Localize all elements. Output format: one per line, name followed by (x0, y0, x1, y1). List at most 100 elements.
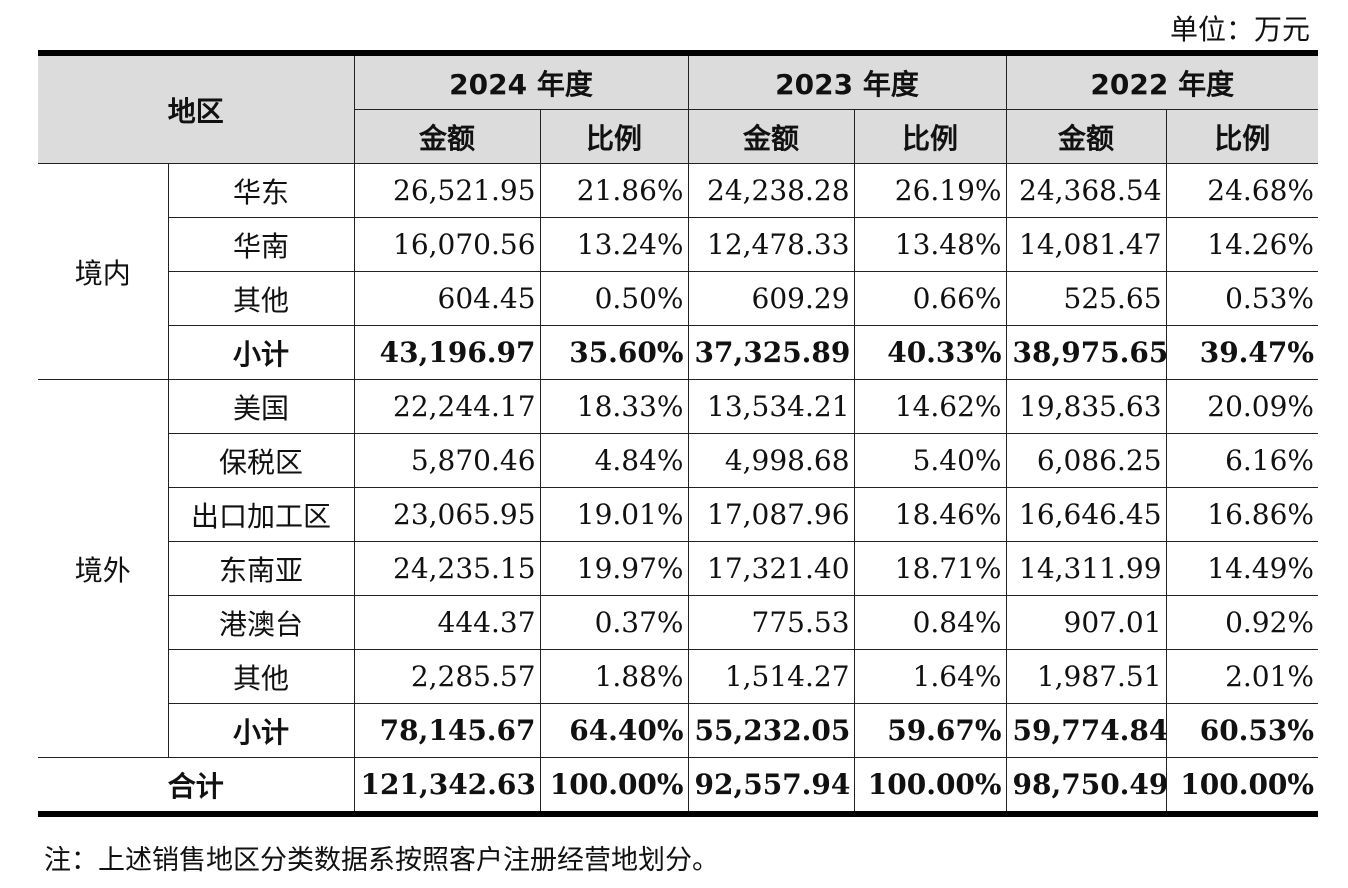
row-label: 港澳台 (168, 595, 355, 650)
cell-ratio: 20.09% (1165, 379, 1319, 434)
table-row: 港澳台 444.37 0.37% 775.53 0.84% 907.01 0.9… (38, 595, 1319, 650)
cell-amount: 2,285.57 (353, 649, 541, 704)
cell-ratio: 24.68% (1165, 163, 1319, 218)
cell-ratio: 19.97% (539, 541, 689, 596)
header-amount: 金额 (687, 109, 855, 164)
header-ratio: 比例 (1165, 109, 1319, 164)
cell-ratio: 14.49% (1165, 541, 1319, 596)
cell-ratio: 100.00% (539, 757, 689, 815)
row-label: 小计 (168, 703, 355, 758)
row-label: 美国 (167, 379, 355, 434)
cell-ratio: 59.67% (853, 703, 1007, 758)
row-label: 东南亚 (168, 541, 355, 596)
cell-ratio: 19.01% (539, 487, 689, 542)
unit-label: 单位：万元 (1169, 13, 1310, 46)
cell-amount: 92,557.94 (687, 757, 855, 815)
row-label: 小计 (168, 325, 355, 380)
header-amount: 金额 (1005, 109, 1167, 164)
header-region: 地区 (38, 52, 355, 164)
row-label: 华南 (168, 217, 355, 272)
cell-amount: 907.01 (1005, 595, 1167, 650)
cell-amount: 1,987.51 (1005, 649, 1167, 704)
cell-ratio: 1.88% (539, 649, 689, 704)
cell-amount: 604.45 (353, 271, 541, 326)
cell-amount: 24,235.15 (353, 541, 541, 596)
cell-amount: 121,342.63 (353, 757, 541, 815)
table-row: 其他 2,285.57 1.88% 1,514.27 1.64% 1,987.5… (38, 649, 1319, 704)
cell-amount: 55,232.05 (687, 703, 855, 758)
cell-ratio: 0.92% (1165, 595, 1319, 650)
cell-amount: 17,087.96 (687, 487, 855, 542)
cell-ratio: 18.33% (539, 379, 689, 434)
cell-amount: 43,196.97 (353, 325, 541, 380)
cell-amount: 37,325.89 (687, 325, 855, 380)
cell-amount: 16,646.45 (1005, 487, 1167, 542)
cell-ratio: 0.53% (1165, 271, 1319, 326)
cell-ratio: 100.00% (853, 757, 1007, 815)
cell-ratio: 6.16% (1165, 433, 1319, 488)
cell-amount: 5,870.46 (353, 433, 541, 488)
table-row: 东南亚 24,235.15 19.97% 17,321.40 18.71% 14… (38, 541, 1319, 596)
row-label: 其他 (168, 649, 355, 704)
header-amount: 金额 (354, 109, 541, 164)
sales-by-region-table: 地区 2024 年度 2023 年度 2022 年度 金额 比例 金额 比例 金… (38, 50, 1319, 817)
cell-amount: 16,070.56 (353, 217, 541, 272)
cell-ratio: 13.48% (853, 217, 1007, 272)
cell-amount: 775.53 (687, 595, 855, 650)
cell-amount: 24,368.54 (1005, 163, 1167, 218)
cell-ratio: 40.33% (853, 325, 1007, 380)
cell-ratio: 18.46% (853, 487, 1007, 542)
cell-ratio: 14.62% (853, 379, 1007, 434)
cell-ratio: 21.86% (539, 163, 689, 218)
row-label: 合计 (38, 757, 355, 815)
cell-amount: 26,521.95 (353, 163, 541, 218)
header-ratio: 比例 (539, 109, 689, 164)
total-row: 合计 121,342.63 100.00% 92,557.94 100.00% … (38, 757, 1319, 815)
group-overseas: 境外 (38, 379, 169, 758)
cell-amount: 23,065.95 (353, 487, 541, 542)
cell-amount: 22,244.17 (353, 379, 541, 434)
cell-amount: 12,478.33 (687, 217, 855, 272)
cell-ratio: 0.84% (853, 595, 1007, 650)
cell-amount: 4,998.68 (687, 433, 855, 488)
cell-ratio: 14.26% (1165, 217, 1319, 272)
cell-amount: 1,514.27 (687, 649, 855, 704)
cell-ratio: 13.24% (539, 217, 689, 272)
header-year-2023: 2023 年度 (687, 52, 1007, 110)
cell-ratio: 26.19% (853, 163, 1007, 218)
cell-amount: 19,835.63 (1005, 379, 1167, 434)
cell-amount: 525.65 (1005, 271, 1167, 326)
table-row: 出口加工区 23,065.95 19.01% 17,087.96 18.46% … (38, 487, 1319, 542)
cell-ratio: 16.86% (1165, 487, 1319, 542)
subtotal-row: 小计 78,145.67 64.40% 55,232.05 59.67% 59,… (38, 703, 1319, 758)
cell-amount: 13,534.21 (687, 379, 855, 434)
row-label: 其他 (168, 271, 355, 326)
cell-ratio: 35.60% (539, 325, 689, 380)
subtotal-row: 小计 43,196.97 35.60% 37,325.89 40.33% 38,… (38, 325, 1319, 380)
cell-ratio: 5.40% (853, 433, 1007, 488)
header-ratio: 比例 (853, 109, 1007, 164)
cell-ratio: 0.37% (539, 595, 689, 650)
cell-amount: 14,311.99 (1005, 541, 1167, 596)
footnote: 注：上述销售地区分类数据系按照客户注册经营地划分。 (44, 845, 719, 876)
cell-ratio: 64.40% (539, 703, 689, 758)
cell-amount: 78,145.67 (353, 703, 541, 758)
table-row: 华南 16,070.56 13.24% 12,478.33 13.48% 14,… (38, 217, 1319, 272)
cell-amount: 444.37 (353, 595, 541, 650)
cell-ratio: 2.01% (1165, 649, 1319, 704)
header-year-2022: 2022 年度 (1005, 52, 1319, 110)
table-row: 境内 华东 26,521.95 21.86% 24,238.28 26.19% … (38, 163, 1319, 380)
cell-ratio: 0.66% (853, 271, 1007, 326)
cell-ratio: 100.00% (1165, 757, 1319, 815)
cell-ratio: 60.53% (1165, 703, 1319, 758)
table-row: 保税区 5,870.46 4.84% 4,998.68 5.40% 6,086.… (38, 433, 1319, 488)
cell-amount: 609.29 (687, 271, 855, 326)
cell-ratio: 39.47% (1165, 325, 1319, 380)
cell-ratio: 1.64% (853, 649, 1007, 704)
cell-amount: 59,774.84 (1005, 703, 1167, 758)
table-row: 其他 604.45 0.50% 609.29 0.66% 525.65 0.53… (38, 271, 1319, 326)
row-label: 出口加工区 (168, 487, 355, 542)
header-year-2024: 2024 年度 (353, 52, 689, 110)
cell-amount: 6,086.25 (1005, 433, 1167, 488)
cell-amount: 17,321.40 (687, 541, 855, 596)
